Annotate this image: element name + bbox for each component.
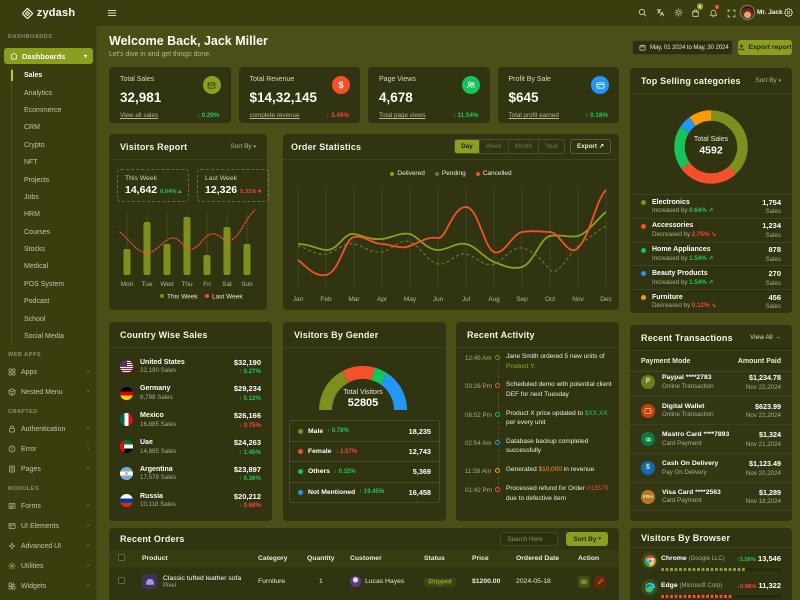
svg-text:Total Sales: Total Sales xyxy=(694,136,729,143)
svg-text:May: May xyxy=(404,296,417,303)
svg-text:Sep: Sep xyxy=(516,296,528,303)
svg-text:Jul: Jul xyxy=(462,296,471,303)
svg-text:This Week: This Week xyxy=(167,294,198,301)
svg-text:Apr: Apr xyxy=(377,296,388,303)
svg-text:Thu: Thu xyxy=(181,281,193,288)
svg-text:Jun: Jun xyxy=(433,296,444,303)
svg-text:Fri: Fri xyxy=(203,281,211,288)
svg-text:4592: 4592 xyxy=(699,145,723,157)
svg-text:Sun: Sun xyxy=(241,281,253,288)
svg-text:Wed: Wed xyxy=(160,281,174,288)
svg-text:Oct: Oct xyxy=(545,296,555,303)
svg-text:Tue: Tue xyxy=(142,281,153,288)
svg-text:Mon: Mon xyxy=(121,281,134,288)
svg-text:Dec: Dec xyxy=(600,296,612,303)
svg-text:Feb: Feb xyxy=(320,296,332,303)
svg-text:Sat: Sat xyxy=(222,281,232,288)
svg-text:Mar: Mar xyxy=(348,296,360,303)
svg-text:Nov: Nov xyxy=(572,296,584,303)
svg-text:52805: 52805 xyxy=(348,397,379,409)
svg-text:Jan: Jan xyxy=(293,296,304,303)
svg-text:Aug: Aug xyxy=(488,296,500,303)
svg-text:Total Visitors: Total Visitors xyxy=(343,389,383,396)
svg-text:Last Week: Last Week xyxy=(212,294,243,301)
